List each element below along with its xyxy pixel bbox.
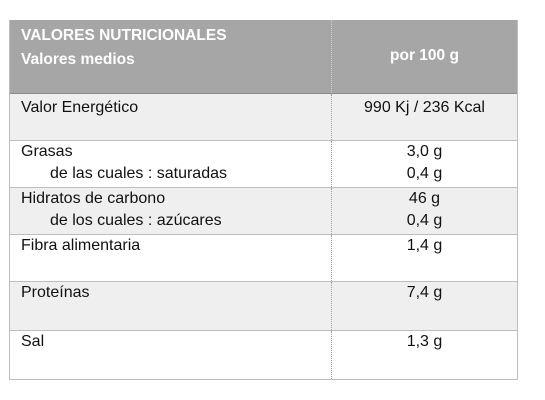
row-value: 1,3 g xyxy=(406,333,443,350)
table-row-fats: Grasas de las cuales : saturadas 3,0 g 0… xyxy=(10,140,517,187)
row-label: Hidratos de carbono xyxy=(21,190,166,207)
table-row-carbohydrates: Hidratos de carbono de los cuales : azúc… xyxy=(10,187,517,234)
header-label-cell: VALORES NUTRICIONALES Valores medios xyxy=(10,20,332,93)
row-label: Grasas xyxy=(21,143,73,160)
header-column-cell: por 100 g xyxy=(332,20,517,93)
table-row-energy: Valor Energético 990 Kj / 236 Kcal xyxy=(10,93,517,140)
table-row-fiber: Fibra alimentaria 1,4 g xyxy=(10,234,517,281)
column-header: por 100 g xyxy=(390,47,459,64)
row-value: 3,0 g xyxy=(406,143,443,160)
row-label: Proteínas xyxy=(21,284,90,301)
table-subtitle: Valores medios xyxy=(21,51,135,68)
row-value: 7,4 g xyxy=(406,284,443,301)
table-row-salt: Sal 1,3 g xyxy=(10,330,517,379)
row-value: 1,4 g xyxy=(406,237,443,254)
row-sub-label: de las cuales : saturadas xyxy=(50,165,227,182)
row-label: Fibra alimentaria xyxy=(21,237,141,254)
nutrition-table: VALORES NUTRICIONALES Valores medios por… xyxy=(9,20,518,380)
row-sub-label: de los cuales : azúcares xyxy=(50,212,222,229)
table-header: VALORES NUTRICIONALES Valores medios por… xyxy=(10,20,517,93)
row-label: Valor Energético xyxy=(21,99,139,116)
table-row-protein: Proteínas 7,4 g xyxy=(10,281,517,330)
row-sub-value: 0,4 g xyxy=(406,165,443,182)
row-value: 46 g xyxy=(408,190,441,207)
row-value: 990 Kj / 236 Kcal xyxy=(364,99,485,116)
row-label: Sal xyxy=(21,333,45,350)
table-title: VALORES NUTRICIONALES xyxy=(21,27,227,44)
row-sub-value: 0,4 g xyxy=(406,212,443,229)
